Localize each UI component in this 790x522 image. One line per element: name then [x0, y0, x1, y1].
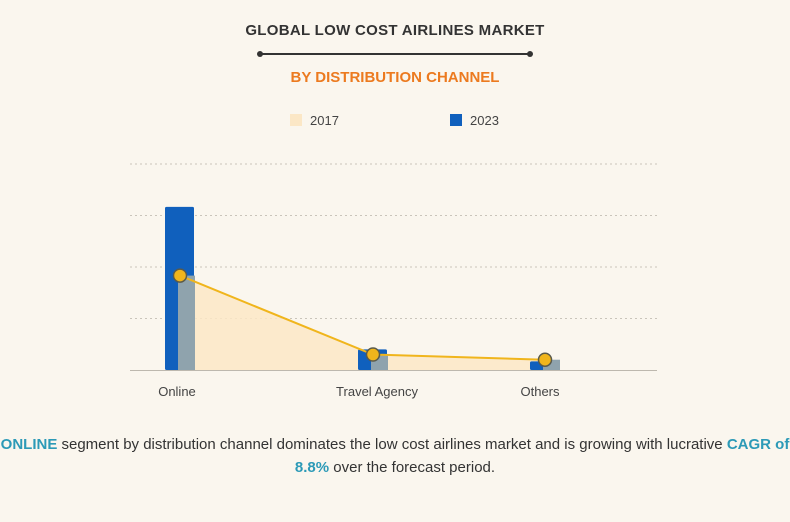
bar-2017-online — [178, 275, 195, 370]
point-2017-travel-agency — [365, 347, 381, 362]
legend-label-2017: 2017 — [310, 113, 339, 128]
x-tick-label: Online — [158, 384, 196, 399]
legend-label-2023: 2023 — [470, 113, 499, 128]
bar-2017-others — [543, 359, 560, 370]
legend-2023: 2023 — [450, 113, 499, 128]
x-tick-label: Travel Agency — [336, 384, 418, 399]
chart-subtitle: BY DISTRIBUTION CHANNEL — [290, 69, 500, 86]
caption-text-1: segment by distribution channel dominate… — [57, 436, 727, 453]
caption-highlight-cagr: CAGR of 8.8% — [294, 436, 790, 476]
bar-chart: Online Travel Agency Others — [130, 163, 657, 399]
divider-dot-left — [257, 51, 263, 57]
caption-highlight-online: ONLINE — [0, 436, 58, 453]
area-2017 — [180, 275, 545, 370]
divider-line — [260, 53, 530, 55]
caption: ONLINE segment by distribution channel d… — [0, 433, 790, 479]
caption-text-2: over the forecast period. — [329, 459, 496, 476]
legend-swatch-2023 — [450, 114, 462, 126]
legend-2017: 2017 — [290, 113, 339, 128]
point-2017-online — [172, 268, 188, 283]
legend-swatch-2017 — [290, 114, 302, 126]
x-tick-label: Others — [520, 384, 560, 399]
title-divider — [257, 51, 533, 57]
point-2017-others — [537, 352, 553, 367]
chart-title: GLOBAL LOW COST AIRLINES MARKET — [245, 22, 545, 39]
divider-dot-right — [527, 51, 533, 57]
